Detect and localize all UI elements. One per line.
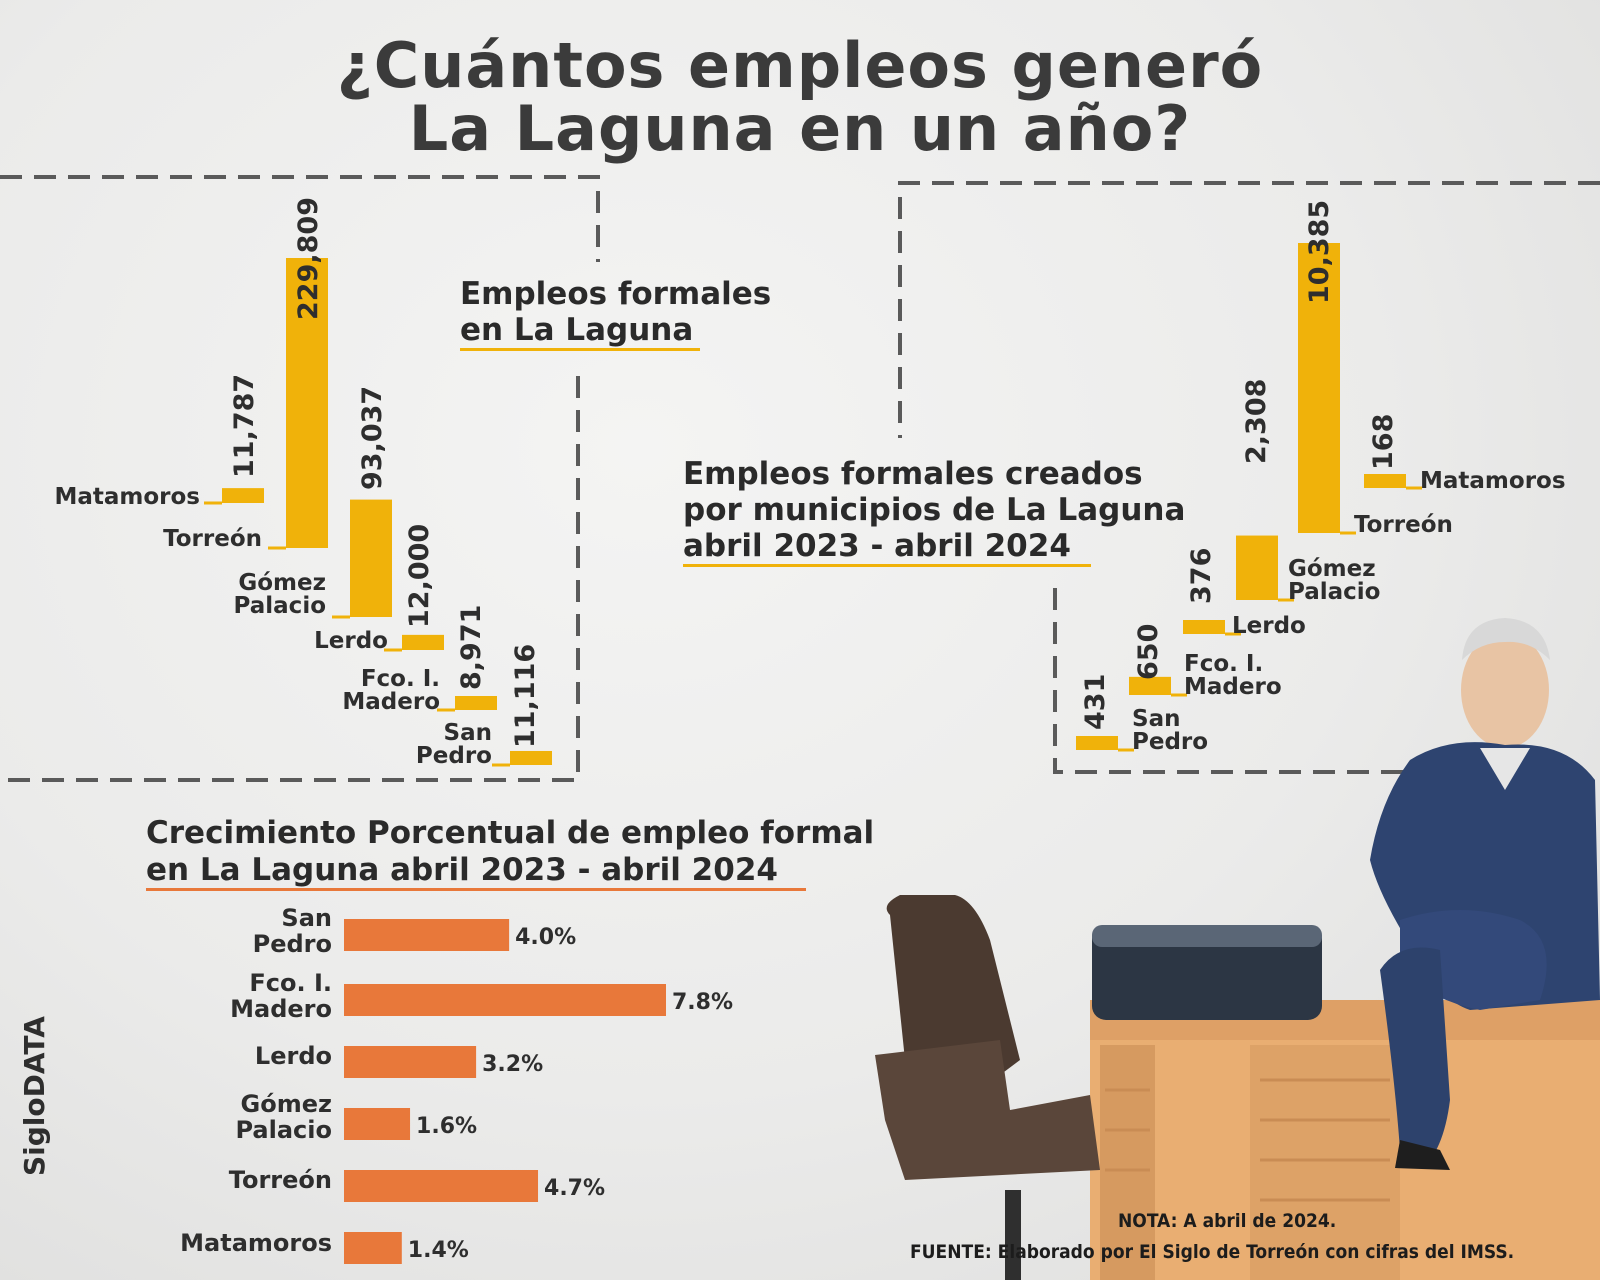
chart1-bar-5: [510, 750, 552, 765]
chart1-value-gomez: 93,037: [357, 385, 388, 490]
brand-siglodata: SigloDATA: [18, 1016, 51, 1176]
chart2-value-gomez: 2,308: [1241, 378, 1272, 464]
chart2-bar-4: [1298, 243, 1340, 533]
chart3-label-madero: Fco. I. Madero: [230, 969, 332, 1023]
chart1-bar-2: [350, 499, 392, 617]
chart3-bar-5: [344, 1232, 402, 1264]
chart2-value-sanpedro: 431: [1080, 673, 1111, 730]
chart3-label-matamoros: Matamoros: [180, 1229, 332, 1257]
chart3-label-lerdo: Lerdo: [254, 1042, 332, 1070]
chart1-label-madero: Fco. I. Madero: [342, 666, 440, 715]
chart3-value-1: 7.8%: [672, 990, 733, 1015]
chart2-value-matamoros: 168: [1368, 413, 1399, 470]
chart1-value-torreon: 229,809: [293, 197, 324, 320]
chart3-label-gomez: Gómez Palacio: [235, 1090, 332, 1144]
chart2-label-gomez: Gómez Palacio: [1288, 556, 1381, 605]
chart2-title-line3: abril 2023 - abril 2024: [683, 528, 1071, 564]
chart1-bar-4: [455, 696, 497, 710]
chart2-label-torreon: Torreón: [1354, 512, 1453, 538]
dashed-frames: [0, 175, 1600, 782]
chart1-value-sanpedro: 11,116: [510, 643, 541, 748]
chart2-title-line2: por municipios de La Laguna: [683, 492, 1186, 528]
chart1-label-lerdo: Lerdo: [314, 628, 388, 654]
chart2-bar-3: [1236, 535, 1278, 600]
chart3-bar-3: [344, 1108, 411, 1140]
chart2-bar-1: [1129, 676, 1171, 695]
chart3-title-line1: Crecimiento Porcentual de empleo formal: [146, 815, 875, 851]
chart1-value-lerdo: 12,000: [404, 523, 435, 628]
chart1-title-line1: Empleos formales: [460, 276, 772, 312]
chart3-value-2: 3.2%: [482, 1052, 543, 1077]
chart1-label-matamoros: Matamoros: [54, 484, 200, 510]
chart2-bar-5: [1364, 474, 1406, 488]
chart3-value-0: 4.0%: [515, 925, 576, 950]
chart1-label-sanpedro: San Pedro: [415, 720, 492, 769]
chart3-bar-0: [344, 919, 510, 951]
chart2-label-sanpedro: San Pedro: [1132, 706, 1209, 755]
chart1-title-line2: en La Laguna: [460, 312, 694, 348]
page-title-line2: La Laguna en un año?: [408, 92, 1192, 165]
chart3-label-torreon: Torreón: [228, 1166, 332, 1194]
chart1-label-gomez: Gómez Palacio: [233, 570, 326, 619]
chart1-value-matamoros: 11,787: [229, 373, 260, 478]
chart3-value-3: 1.6%: [416, 1114, 477, 1139]
chart2-label-matamoros: Matamoros: [1420, 468, 1566, 494]
note-text: NOTA: A abril de 2024.: [1118, 1210, 1337, 1232]
chart2-label-madero: Fco. I. Madero: [1184, 651, 1282, 700]
chart1-value-madero: 8,971: [456, 604, 487, 690]
chart1-label-torreon: Torreón: [163, 526, 262, 552]
chart1-bar-0: [222, 488, 264, 503]
source-text: FUENTE: Elaborado por El Siglo de Torreó…: [910, 1241, 1515, 1263]
chart1-title-underline: [460, 348, 700, 351]
page-title-line1: ¿Cuántos empleos generó: [336, 29, 1264, 102]
chart2-value-madero: 650: [1133, 623, 1164, 680]
bars-layer: 4.0% 7.8% 3.2% 1.6% 4.7% 1.4%: [204, 243, 1422, 1264]
chart3-bar-2: [344, 1046, 477, 1078]
chart3-title-line2: en La Laguna abril 2023 - abril 2024: [146, 852, 778, 888]
chart3-bar-4: [344, 1170, 539, 1202]
chart3-label-sanpedro: San Pedro: [252, 904, 332, 958]
figurine-illustration: [875, 618, 1600, 1280]
chart2-bar-0: [1076, 736, 1118, 750]
chart1-bar-3: [402, 634, 444, 650]
chart2-label-lerdo: Lerdo: [1232, 613, 1306, 639]
chart3-value-5: 1.4%: [408, 1238, 469, 1263]
chart2-title-underline: [683, 564, 1091, 567]
chart2-title-line1: Empleos formales creados: [683, 456, 1143, 492]
chart2-value-lerdo: 376: [1186, 547, 1217, 604]
chart3-bar-1: [344, 984, 666, 1016]
chart2-value-torreon: 10,385: [1304, 199, 1335, 304]
chart1-bar-1: [286, 258, 328, 548]
chart3-value-4: 4.7%: [544, 1176, 605, 1201]
chart2-bar-2: [1183, 620, 1225, 634]
chart3-title-underline: [146, 888, 806, 891]
